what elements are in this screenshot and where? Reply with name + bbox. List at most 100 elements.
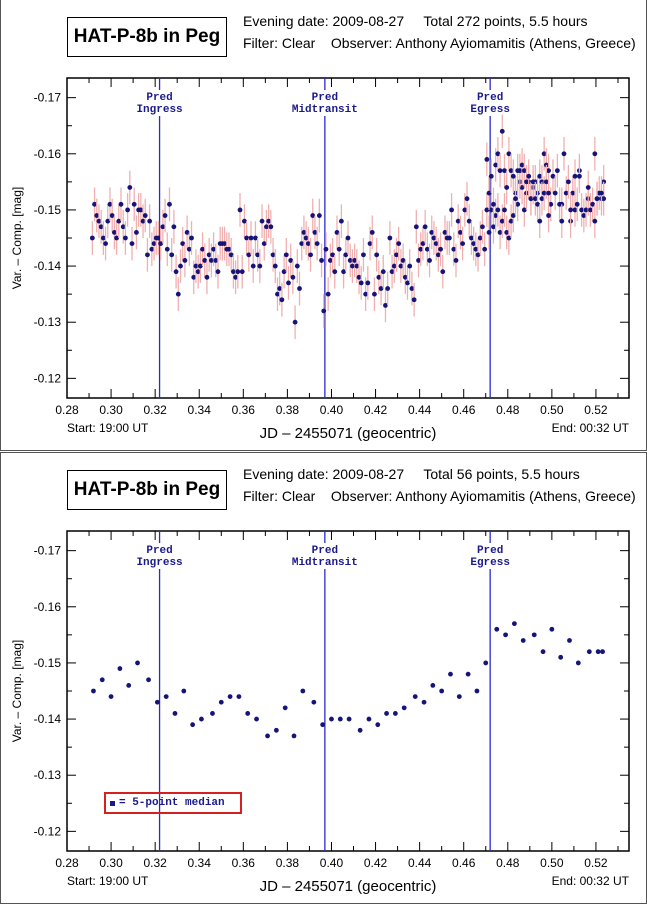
data-point: [575, 660, 581, 666]
chart-title: HAT-P-8b in Peg: [67, 17, 227, 57]
data-point: [446, 235, 452, 241]
data-point: [116, 218, 122, 224]
data-point: [350, 263, 355, 269]
data-point: [109, 213, 115, 218]
data-point: [299, 241, 305, 247]
data-point: [466, 218, 472, 224]
data-point: [572, 173, 578, 179]
data-point: [195, 269, 201, 275]
data-point: [327, 258, 333, 263]
data-point: [532, 196, 538, 202]
data-point: [255, 252, 261, 258]
data-point: [524, 179, 529, 185]
data-point: [497, 229, 503, 235]
data-point: [171, 224, 177, 230]
data-point: [190, 722, 196, 728]
y-tick-label: -0.15: [34, 656, 62, 670]
prediction-label-bg: [284, 543, 365, 569]
data-point: [114, 235, 119, 241]
x-tick-label: 0.52: [584, 856, 608, 870]
data-point: [213, 258, 219, 263]
data-point: [374, 252, 380, 258]
data-point: [118, 201, 124, 207]
x-tick-label: 0.46: [452, 856, 476, 870]
data-point: [422, 224, 428, 230]
data-point: [356, 274, 362, 280]
y-tick-label: -0.13: [34, 315, 62, 329]
data-point: [347, 258, 353, 263]
data-point: [180, 241, 186, 247]
data-point: [332, 269, 338, 275]
y-tick-label: -0.16: [34, 147, 62, 161]
data-point: [418, 246, 424, 252]
data-point: [469, 235, 474, 241]
data-point: [491, 201, 496, 207]
data-point: [480, 224, 485, 230]
data-point: [581, 213, 587, 218]
data-point: [107, 201, 113, 207]
data-point: [160, 224, 166, 230]
data-point: [91, 688, 96, 694]
data-point: [288, 258, 294, 263]
data-point: [301, 229, 307, 235]
data-point: [117, 666, 123, 671]
data-point: [149, 246, 155, 252]
light-curve-plot: 0.28 0.30 0.32 0.34 0.36 0.38 0.40 0.42 0.44 0.46…: [10, 77, 630, 442]
data-point: [151, 241, 157, 247]
data-point: [502, 168, 507, 174]
data-point: [253, 235, 258, 241]
data-point: [345, 235, 351, 241]
data-point: [145, 252, 150, 258]
data-point: [440, 269, 446, 275]
data-point: [474, 688, 480, 694]
y-tick-label: -0.13: [34, 768, 62, 782]
data-point: [158, 241, 164, 247]
data-point: [94, 213, 100, 218]
y-tick-label: -0.15: [34, 203, 62, 217]
data-point: [175, 291, 181, 297]
data-point: [430, 682, 436, 688]
y-axis-label: Var. – Comp. [mag]: [10, 640, 24, 743]
data-point: [409, 286, 415, 291]
data-point: [511, 621, 517, 627]
data-point: [407, 263, 413, 269]
data-point: [189, 235, 194, 241]
data-point: [429, 229, 435, 235]
data-point: [237, 207, 243, 213]
data-point: [448, 671, 453, 677]
data-point: [341, 269, 346, 275]
data-point: [358, 280, 364, 286]
data-point: [135, 660, 140, 666]
data-point: [303, 235, 309, 241]
data-point: [486, 229, 492, 235]
x-tick-label: 0.28: [55, 403, 79, 417]
data-point: [502, 207, 507, 213]
data-point: [499, 128, 505, 134]
data-point: [558, 654, 564, 660]
data-point: [455, 218, 461, 224]
x-tick-label: 0.48: [496, 856, 520, 870]
data-point: [595, 649, 601, 655]
data-point: [245, 711, 251, 716]
data-point: [539, 196, 545, 202]
data-point: [451, 246, 457, 252]
x-axis-label: JD – 2455071 (geocentric): [260, 878, 437, 895]
data-point: [504, 229, 510, 235]
data-point: [401, 705, 407, 711]
x-tick-label: 0.50: [540, 856, 564, 870]
data-point: [572, 207, 578, 213]
data-point: [464, 196, 470, 202]
data-point: [550, 173, 556, 179]
x-tick-label: 0.28: [55, 856, 79, 870]
data-point: [435, 252, 441, 258]
x-tick-label: 0.52: [584, 403, 608, 417]
data-point: [592, 151, 598, 157]
data-point: [599, 190, 604, 196]
data-point: [431, 235, 437, 241]
data-point: [236, 694, 242, 700]
data-point: [361, 252, 366, 258]
legend: = 5-point median: [104, 792, 242, 814]
data-point: [181, 688, 187, 694]
data-point: [222, 241, 227, 247]
data-point: [323, 246, 329, 252]
